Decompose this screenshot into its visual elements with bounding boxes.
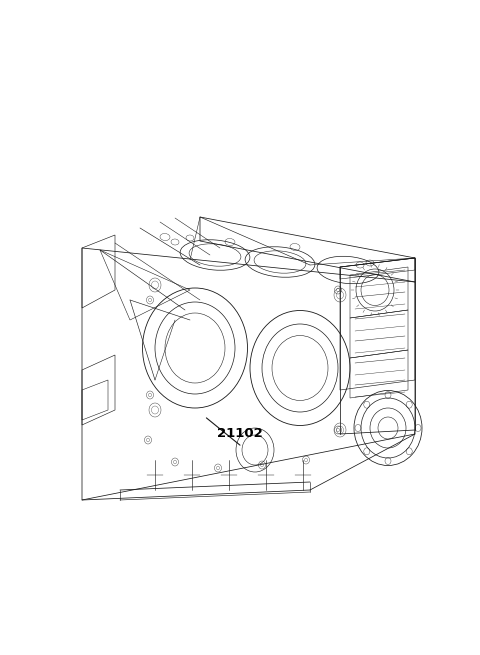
Text: 21102: 21102 xyxy=(217,427,263,440)
